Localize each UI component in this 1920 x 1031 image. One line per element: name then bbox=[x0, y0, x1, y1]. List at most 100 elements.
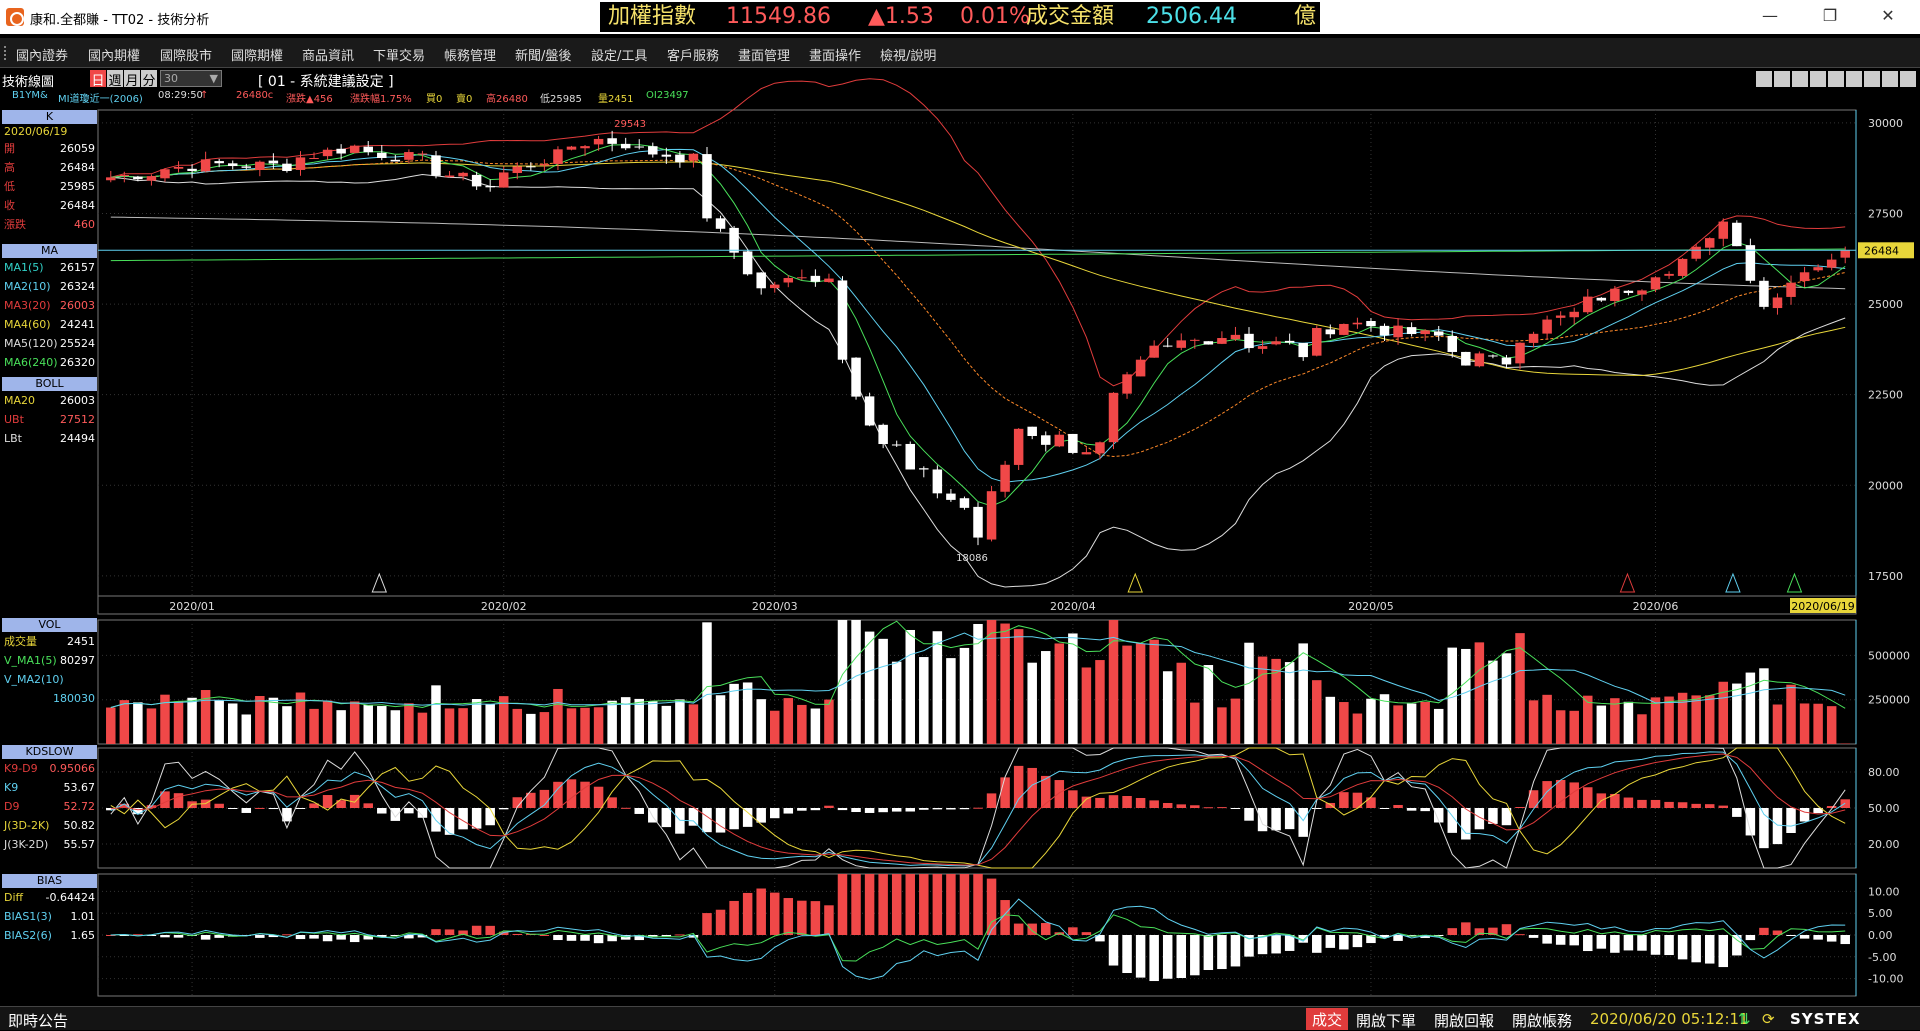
volume-bar bbox=[228, 703, 237, 744]
bias-diff-bar bbox=[743, 893, 752, 935]
bias-diff-bar bbox=[797, 901, 806, 935]
kd-diff-bar bbox=[865, 808, 874, 813]
candle-body bbox=[309, 158, 318, 159]
bias-diff-bar bbox=[567, 935, 576, 941]
candle-body bbox=[1393, 326, 1402, 338]
bias-diff-bar bbox=[906, 874, 915, 935]
candle-body bbox=[648, 146, 657, 154]
kd-diff-bar bbox=[594, 787, 603, 808]
bias-diff-bar bbox=[336, 935, 345, 940]
volume-bar bbox=[1624, 702, 1633, 744]
candle-body bbox=[1813, 267, 1822, 270]
candle-body bbox=[729, 228, 738, 253]
candle-body bbox=[906, 444, 915, 470]
candle-body bbox=[675, 155, 684, 163]
kd-diff-bar bbox=[1678, 802, 1687, 808]
volume-bar bbox=[1298, 643, 1307, 744]
volume-bar bbox=[147, 708, 156, 744]
candle-body bbox=[1380, 326, 1389, 336]
candle-body bbox=[1556, 316, 1565, 318]
candle-body bbox=[946, 494, 955, 500]
candle-body bbox=[472, 175, 481, 187]
open-account-button[interactable]: 開啟帳務 bbox=[1512, 1010, 1572, 1031]
candle-body bbox=[1637, 290, 1646, 294]
kd-k-line bbox=[111, 752, 1845, 866]
volume-bar bbox=[892, 662, 901, 744]
volume-bar bbox=[1773, 705, 1782, 744]
candle-body bbox=[1122, 374, 1131, 393]
volume-bar bbox=[120, 700, 129, 744]
volume-bar bbox=[1217, 707, 1226, 744]
kd-diff-bar bbox=[1583, 787, 1592, 808]
candle-body bbox=[1800, 272, 1809, 281]
volume-bar bbox=[960, 648, 969, 744]
volume-bar bbox=[1149, 640, 1158, 744]
open-order-button[interactable]: 開啟下單 bbox=[1356, 1010, 1416, 1031]
candle-body bbox=[458, 173, 467, 177]
trade-button[interactable]: 成交 bbox=[1306, 1008, 1348, 1030]
volume-bar bbox=[743, 682, 752, 744]
candle-body bbox=[1285, 341, 1294, 343]
candle-body bbox=[1719, 222, 1728, 239]
bias-diff-bar bbox=[1041, 923, 1050, 935]
bias-diff-bar bbox=[472, 926, 481, 935]
bias-diff-bar bbox=[811, 901, 820, 935]
candle-body bbox=[1407, 327, 1416, 334]
candle-body bbox=[228, 163, 237, 166]
refresh-icon[interactable]: ⟳ bbox=[1762, 1010, 1775, 1028]
volume-bar bbox=[106, 708, 115, 744]
brand-logo: SYSTEX bbox=[1790, 1010, 1861, 1028]
candle-body bbox=[1312, 328, 1321, 356]
volume-bar bbox=[540, 712, 549, 744]
candle-body bbox=[743, 251, 752, 274]
volume-bar bbox=[770, 711, 779, 744]
volume-bar bbox=[309, 709, 318, 744]
bias-diff-bar bbox=[1691, 935, 1700, 962]
candle-body bbox=[784, 278, 793, 282]
candle-body bbox=[878, 425, 887, 444]
candle-body bbox=[1773, 298, 1782, 309]
candle-body bbox=[1827, 260, 1836, 268]
cursor-date-label: 2020/06/19 bbox=[1791, 600, 1854, 613]
candle-body bbox=[1732, 223, 1741, 246]
kd-diff-bar bbox=[1691, 804, 1700, 808]
date-tick-label: 2020/02 bbox=[481, 600, 527, 613]
bias-diff-bar bbox=[878, 874, 887, 935]
volume-bar bbox=[1312, 680, 1321, 744]
kd-diff-bar bbox=[1542, 781, 1551, 808]
bulletin-label[interactable]: 即時公告 bbox=[8, 1010, 68, 1031]
volume-bar bbox=[594, 707, 603, 744]
bias-diff-bar bbox=[1217, 935, 1226, 969]
volume-bar bbox=[851, 620, 860, 744]
volume-bar bbox=[458, 708, 467, 744]
volume-bar bbox=[1597, 706, 1606, 744]
candle-body bbox=[1231, 335, 1240, 339]
candle-body bbox=[1366, 321, 1375, 326]
volume-bar bbox=[1353, 714, 1362, 744]
candle-body bbox=[242, 166, 251, 167]
volume-bar bbox=[133, 702, 142, 744]
kd-diff-bar bbox=[1800, 808, 1809, 822]
kd-diff-bar bbox=[634, 808, 643, 814]
volume-bar bbox=[1542, 695, 1551, 744]
candle-body bbox=[1041, 435, 1050, 445]
kd-d-line bbox=[111, 754, 1845, 865]
candle-body bbox=[1298, 343, 1307, 357]
bias-diff-bar bbox=[1204, 935, 1213, 970]
open-report-button[interactable]: 開啟回報 bbox=[1434, 1010, 1494, 1031]
candle-body bbox=[499, 172, 508, 187]
kd-diff-bar bbox=[1190, 805, 1199, 808]
volume-bar bbox=[431, 685, 440, 744]
date-tick-label: 2020/03 bbox=[752, 600, 798, 613]
signal-triangle-icon bbox=[1787, 574, 1801, 592]
bias-diff-bar bbox=[784, 898, 793, 935]
candle-body bbox=[702, 154, 711, 218]
kd-diff-bar bbox=[1122, 796, 1131, 808]
kd-diff-bar bbox=[228, 808, 237, 809]
candle-body bbox=[269, 161, 278, 164]
volume-bar bbox=[323, 701, 332, 744]
kd-diff-bar bbox=[878, 808, 887, 812]
volume-bar bbox=[1827, 706, 1836, 744]
volume-bar bbox=[1177, 663, 1186, 744]
